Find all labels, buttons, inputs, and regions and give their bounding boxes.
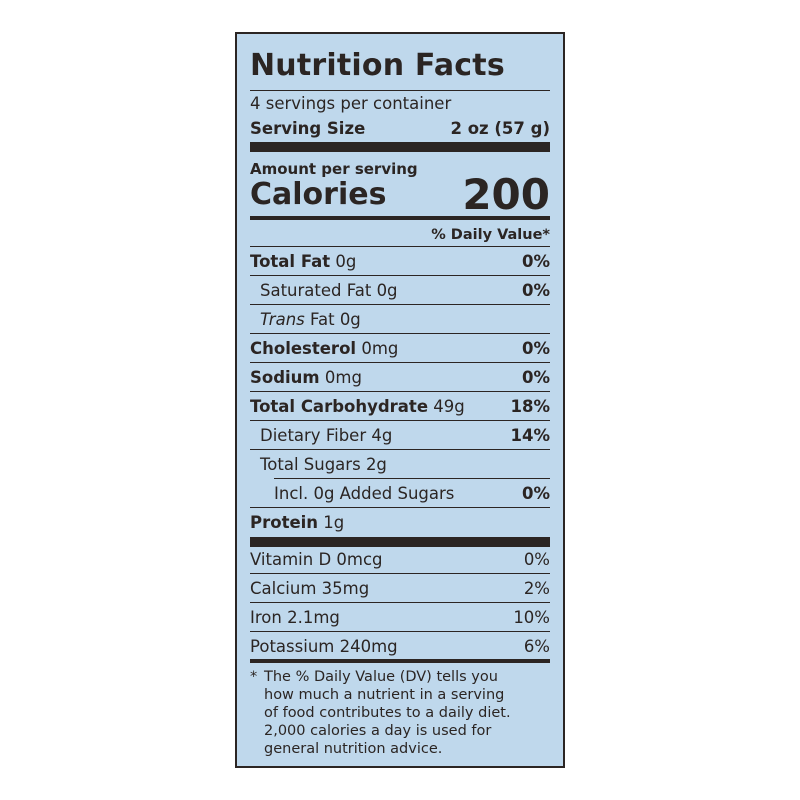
vitamin-dv: 0% — [523, 549, 550, 569]
divider — [250, 420, 550, 421]
vitamin-row: Potassium 240mg 6% — [250, 633, 550, 659]
divider — [250, 573, 550, 574]
nutrient-name: Total Carbohydrate — [250, 396, 429, 416]
nutrient-name: Cholesterol — [250, 338, 357, 358]
footnote: * The % Daily Value (DV) tells you how m… — [250, 668, 550, 758]
divider — [250, 391, 550, 392]
serving-size-label: Serving Size — [250, 118, 366, 138]
thick-divider — [250, 537, 550, 547]
sodium-row: Sodium 0mg 0% — [250, 364, 550, 390]
vitamin-amount: 240mg — [339, 636, 398, 656]
nutrient-amount: 0g — [339, 309, 361, 329]
saturated-fat-row: Saturated Fat 0g 0% — [250, 277, 550, 303]
vitamin-dv: 10% — [513, 607, 550, 627]
medium-divider — [250, 216, 550, 220]
divider — [274, 478, 550, 479]
protein-row: Protein 1g — [250, 509, 550, 535]
divider — [250, 246, 550, 247]
serving-size-row: Serving Size 2 oz (57 g) — [250, 115, 550, 141]
servings-row: 4 servings per container — [250, 90, 550, 116]
divider — [250, 275, 550, 276]
nutrient-dv: 0% — [521, 251, 550, 271]
nutrient-dv: 0% — [521, 338, 550, 358]
nutrient-dv: 18% — [510, 396, 551, 416]
nutrient-name: Dietary Fiber — [260, 425, 367, 445]
nutrient-name: Total Fat — [250, 251, 331, 271]
divider — [250, 304, 550, 305]
dietary-fiber-row: Dietary Fiber 4g 14% — [250, 422, 550, 448]
nutrient-amount: 2g — [365, 454, 387, 474]
divider — [250, 90, 550, 91]
divider — [250, 507, 550, 508]
nutrient-amount: 49g — [433, 396, 465, 416]
calories-row: Calories 200 — [250, 170, 550, 219]
nutrient-amount: 0g — [335, 251, 357, 271]
divider — [250, 333, 550, 334]
nutrient-amount: 4g — [371, 425, 393, 445]
calories-value: 200 — [462, 169, 550, 219]
vitamin-dv: 6% — [523, 636, 550, 656]
label-title: Nutrition Facts — [250, 48, 505, 83]
divider — [250, 362, 550, 363]
nutrient-dv: 14% — [510, 425, 551, 445]
daily-value-header: % Daily Value* — [431, 227, 550, 243]
vitamin-name: Vitamin D — [250, 549, 332, 569]
vitamin-row: Vitamin D 0mcg 0% — [250, 546, 550, 572]
nutrition-facts-panel: Nutrition Facts 4 servings per container… — [235, 32, 565, 768]
vitamin-name: Calcium — [250, 578, 317, 598]
divider — [250, 602, 550, 603]
nutrient-dv: 0% — [521, 367, 550, 387]
total-carbohydrate-row: Total Carbohydrate 49g 18% — [250, 393, 550, 419]
vitamin-amount: 0mcg — [336, 549, 383, 569]
divider — [250, 631, 550, 632]
nutrient-amount: 0mg — [361, 338, 399, 358]
nutrient-name: Protein — [250, 512, 319, 532]
nutrient-dv: 0% — [521, 280, 550, 300]
nutrient-name: Fat — [310, 309, 335, 329]
vitamin-name: Potassium — [250, 636, 335, 656]
total-sugars-row: Total Sugars 2g — [250, 451, 550, 477]
vitamin-row: Iron 2.1mg 10% — [250, 604, 550, 630]
nutrient-name: Saturated Fat — [260, 280, 372, 300]
added-sugars-row: Incl. 0g Added Sugars 0% — [250, 480, 550, 506]
divider — [250, 449, 550, 450]
calories-label: Calories — [250, 176, 387, 212]
vitamin-dv: 2% — [523, 578, 550, 598]
footnote-star: * — [250, 669, 258, 685]
serving-size-value: 2 oz (57 g) — [450, 118, 550, 138]
cholesterol-row: Cholesterol 0mg 0% — [250, 335, 550, 361]
nutrient-amount: 0g — [376, 280, 398, 300]
vitamin-amount: 35mg — [321, 578, 370, 598]
vitamin-amount: 2.1mg — [287, 607, 340, 627]
nutrient-name-italic: Trans — [260, 309, 305, 329]
amount-per-serving: Amount per serving — [250, 160, 418, 178]
nutrient-name: Incl. 0g Added Sugars — [274, 483, 455, 503]
nutrient-amount: 1g — [323, 512, 345, 532]
medium-divider — [250, 659, 550, 663]
nutrient-amount: 0mg — [324, 367, 362, 387]
vitamin-name: Iron — [250, 607, 282, 627]
total-fat-row: Total Fat 0g 0% — [250, 248, 550, 274]
trans-fat-row: Trans Fat 0g — [250, 306, 550, 332]
nutrient-name: Sodium — [250, 367, 320, 387]
servings-per-container: 4 servings per container — [250, 93, 452, 113]
thick-divider — [250, 142, 550, 152]
nutrient-name: Total Sugars — [260, 454, 361, 474]
nutrient-dv: 0% — [521, 483, 550, 503]
vitamin-row: Calcium 35mg 2% — [250, 575, 550, 601]
footnote-text: The % Daily Value (DV) tells you how muc… — [264, 669, 511, 757]
